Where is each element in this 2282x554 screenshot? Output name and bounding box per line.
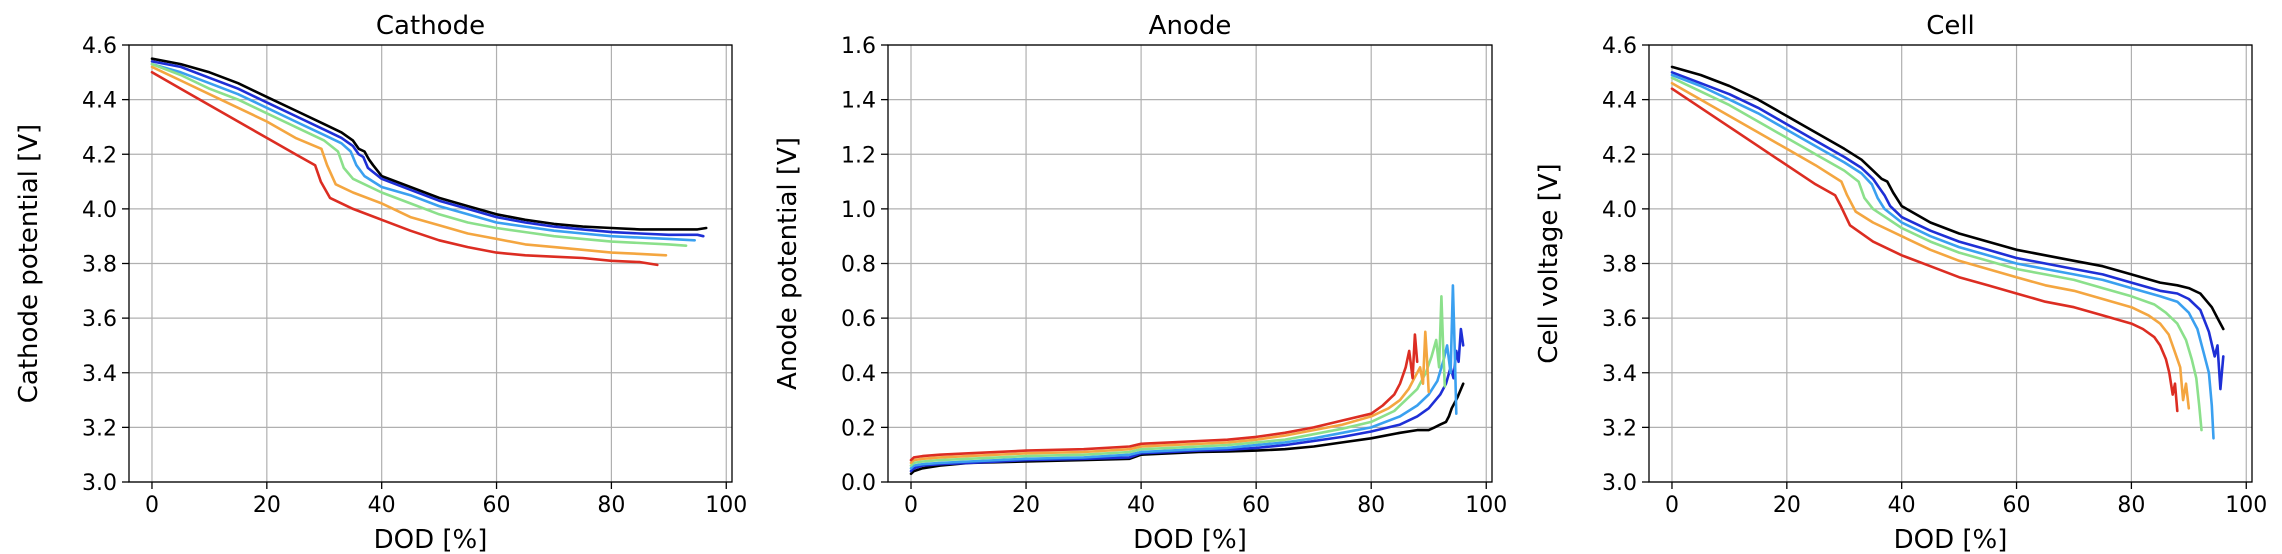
cathode-series-line-5 [150,65,668,257]
anode-x-tick-label: 20 [1012,493,1040,518]
cathode-y-tick-label: 3.2 [82,416,117,441]
cell-y-tick-label: 3.4 [1602,362,1637,387]
cathode-series-line-2 [150,60,705,238]
cathode-series-line-6 [150,71,659,267]
anode-x-tick-label: 100 [1465,493,1507,518]
anode-y-tick-label: 1.0 [841,198,876,223]
cell-series-group [1670,65,2225,440]
cell-x-tick-label: 60 [2003,493,2031,518]
cell-y-tick-label: 3.6 [1602,307,1637,332]
cell-series-line-6 [1670,87,2179,413]
anode-series-line-2 [909,327,1465,473]
anode-series-line-4 [909,295,1447,467]
anode-y-tick-label: 0.0 [841,471,876,496]
cathode-grid [129,44,732,483]
cathode-series-group [150,57,708,267]
cell-x-tick-label: 0 [1665,493,1679,518]
anode-x-tick-label: 80 [1357,493,1385,518]
cathode-y-tick-label: 4.6 [82,34,117,59]
panel-anode: 0 20 40 60 80 100 0.0 0.2 0.4 0.6 0.8 1.0 1.2 1.4 1.6 A… [773,11,1507,554]
anode-x-axis-label: DOD [%] [1133,525,1247,554]
cell-chart-title: Cell [1926,11,1975,41]
cathode-y-tick-label: 3.0 [82,471,117,496]
anode-y-axis-label: Anode potential [V] [773,137,803,390]
anode-y-tick-label: 1.4 [841,89,876,114]
cell-grid [1649,44,2252,483]
cell-x-tick-label: 20 [1773,493,1801,518]
anode-y-tick-label: 0.4 [841,362,876,387]
cathode-x-tick-label: 20 [253,493,281,518]
anode-x-tick-label: 60 [1242,493,1270,518]
cell-y-tick-label: 4.4 [1602,89,1637,114]
cathode-series-line-3 [150,62,696,242]
cathode-x-tick-label: 0 [145,493,159,518]
cathode-x-tick-label: 40 [368,493,396,518]
cathode-x-tick-label: 60 [483,493,511,518]
cell-series-line-5 [1670,81,2191,410]
cathode-y-axis-label: Cathode potential [V] [14,124,44,403]
cell-series-line-3 [1670,73,2215,440]
cathode-x-axis-label: DOD [%] [374,525,488,554]
cell-series-line-1 [1670,65,2225,331]
cell-y-tick-label: 3.0 [1602,471,1637,496]
cell-y-tick-label: 4.2 [1602,143,1637,168]
cathode-x-tick-label: 80 [597,493,625,518]
anode-series-line-5 [909,330,1430,465]
cell-series-line-4 [1670,76,2203,432]
anode-series-group [909,284,1465,476]
cell-x-tick-label: 40 [1888,493,1916,518]
cathode-y-tick-label: 3.4 [82,362,117,387]
cathode-series-line-4 [150,62,688,247]
cell-y-axis-label: Cell voltage [V] [1534,163,1564,363]
anode-x-tick-label: 0 [904,493,918,518]
cell-x-axis-label: DOD [%] [1894,525,2008,554]
cell-y-tick-label: 3.8 [1602,253,1637,278]
anode-y-tick-label: 1.2 [841,143,876,168]
anode-x-tick-label: 40 [1127,493,1155,518]
cathode-y-tick-label: 4.0 [82,198,117,223]
anode-y-tick-label: 0.6 [841,307,876,332]
cell-y-tick-label: 4.6 [1602,34,1637,59]
cathode-y-tick-label: 4.4 [82,89,117,114]
cell-x-tick-label: 100 [2225,493,2267,518]
anode-y-tick-label: 0.8 [841,253,876,278]
cathode-series-line-1 [150,57,708,231]
cell-y-tick-label: 4.0 [1602,198,1637,223]
cell-x-tick-label: 80 [2117,493,2145,518]
cell-y-tick-label: 3.2 [1602,416,1637,441]
cell-series-line-2 [1670,71,2225,391]
cathode-y-tick-label: 3.8 [82,253,117,278]
panel-cathode: 0 20 40 60 80 100 3.0 3.2 3.4 3.6 3.8 4.0 4.2 4.4 4.6 C… [14,11,747,554]
anode-y-tick-label: 0.2 [841,416,876,441]
anode-y-tick-label: 1.6 [841,34,876,59]
cathode-x-tick-label: 100 [705,493,747,518]
anode-chart-title: Anode [1149,11,1232,41]
anode-series-line-6 [909,333,1419,462]
cathode-y-tick-label: 4.2 [82,143,117,168]
anode-series-line-3 [909,284,1458,470]
cathode-y-tick-label: 3.6 [82,307,117,332]
cathode-chart-title: Cathode [376,11,485,41]
panel-cell: 0 20 40 60 80 100 3.0 3.2 3.4 3.6 3.8 4.0 4.2 4.4 4.6 C… [1534,11,2267,554]
